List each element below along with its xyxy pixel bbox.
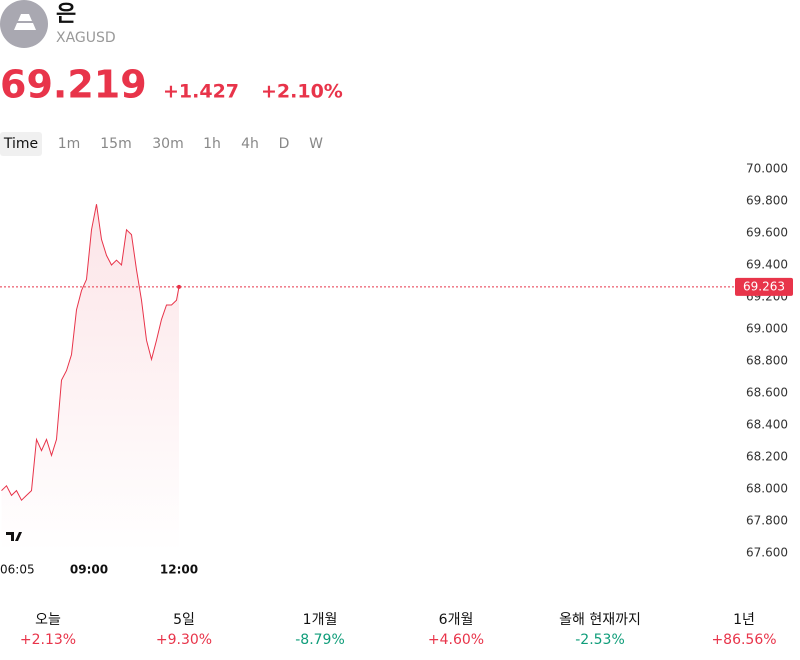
y-tick-label: 68.400 (746, 418, 788, 432)
period-label: 1개월 (303, 612, 338, 628)
price-change-pct: +2.10% (261, 81, 343, 103)
period-change: +9.30% (156, 632, 212, 648)
y-tick-label: 67.600 (746, 546, 788, 560)
timeframe-button[interactable]: 1h (203, 136, 221, 152)
timeframe-button[interactable]: 4h (241, 136, 259, 152)
last-point (177, 284, 181, 289)
period-change: +4.60% (428, 632, 484, 648)
period-label: 1년 (733, 612, 755, 628)
period-change: +2.13% (20, 632, 76, 648)
period-change: -2.53% (575, 632, 625, 648)
timeframe-button[interactable]: 15m (100, 136, 131, 152)
timeframe-button[interactable]: D (279, 136, 290, 152)
period-label: 6개월 (439, 612, 474, 628)
period-label: 올해 현재까지 (559, 612, 641, 628)
y-tick-label: 69.800 (746, 194, 788, 208)
y-tick-label: 68.800 (746, 354, 788, 368)
x-tick-label: 12:00 (160, 563, 198, 577)
y-tick-label: 68.200 (746, 450, 788, 464)
logo (0, 0, 48, 48)
y-tick-label: 68.000 (746, 482, 788, 496)
current-price-badge (735, 277, 793, 296)
timeframe-button[interactable]: Time (3, 136, 38, 152)
period-label: 오늘 (35, 612, 61, 628)
asset-symbol: XAGUSD (56, 30, 116, 46)
current-price-label: 69.263 (743, 279, 785, 293)
y-tick-label: 69.400 (746, 258, 788, 272)
y-tick-label: 69.000 (746, 322, 788, 336)
y-tick-label: 70.000 (746, 162, 788, 176)
price: 69.219 (0, 63, 147, 107)
price-line (1, 204, 180, 502)
asset-name: 은 (56, 2, 76, 27)
y-tick-label: 69.600 (746, 226, 788, 240)
x-tick-label: 06:05 (0, 563, 35, 577)
y-tick-label: 68.600 (746, 386, 788, 400)
period-change: +86.56% (711, 632, 776, 648)
timeframe-button[interactable]: 30m (152, 136, 183, 152)
y-tick-label: 67.800 (746, 514, 788, 528)
timeframe-button[interactable]: W (309, 136, 323, 152)
timeframe-button[interactable]: 1m (58, 136, 81, 152)
period-change: -8.79% (295, 632, 345, 648)
x-tick-label: 09:00 (70, 563, 108, 577)
price-change: +1.427 (163, 81, 239, 103)
area-fill (1, 204, 179, 553)
timeframe-selected-bg (0, 132, 42, 156)
period-label: 5일 (173, 612, 195, 628)
